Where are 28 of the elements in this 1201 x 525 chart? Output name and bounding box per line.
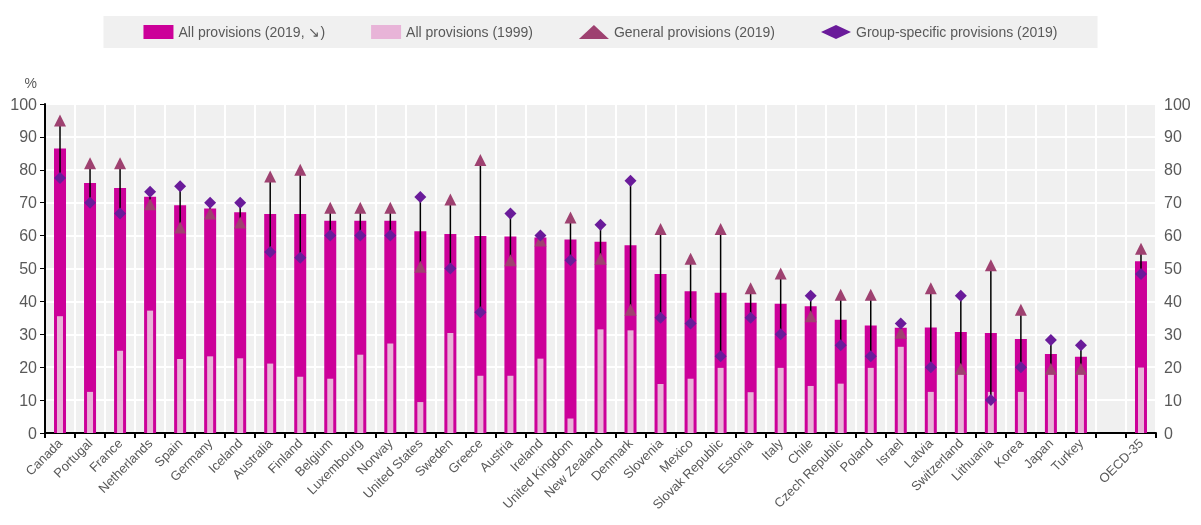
y2-tick-label: 70 <box>1164 194 1182 212</box>
legend-label: Group-specific provisions (2019) <box>856 24 1058 40</box>
y2-tick-label: 80 <box>1164 161 1182 179</box>
y2-tick-label: 0 <box>1164 424 1173 442</box>
y-tick-label: 90 <box>19 128 38 146</box>
y-tick-label: 100 <box>10 95 38 113</box>
x-tick-label: Italy <box>758 435 787 464</box>
y-tick-label: 0 <box>28 424 38 442</box>
y-tick-label: 20 <box>19 358 38 376</box>
y-tick-label: 50 <box>19 260 38 277</box>
y-tick-label: 60 <box>19 227 38 245</box>
y2-tick-label: 40 <box>1164 292 1182 310</box>
y-axis-title: % <box>24 75 37 91</box>
y-tick-label: 80 <box>19 161 38 179</box>
legend-label: All provisions (2019, ↘) <box>178 24 326 40</box>
y2-tick-label: 20 <box>1164 358 1182 376</box>
y2-tick-label: 90 <box>1164 128 1182 146</box>
y-tick-label: 10 <box>19 391 38 409</box>
y-tick-label: 40 <box>19 292 38 310</box>
y2-tick-label: 60 <box>1164 227 1182 245</box>
y-tick-label: 30 <box>19 325 38 343</box>
legend-label: All provisions (1999) <box>406 24 533 40</box>
y2-tick-label: 10 <box>1164 391 1182 409</box>
legend-label: General provisions (2019) <box>613 24 776 40</box>
y2-tick-label: 100 <box>1164 95 1191 113</box>
y-tick-label: 70 <box>19 194 38 212</box>
y2-tick-label: 50 <box>1164 260 1182 277</box>
y2-tick-label: 30 <box>1164 325 1182 343</box>
